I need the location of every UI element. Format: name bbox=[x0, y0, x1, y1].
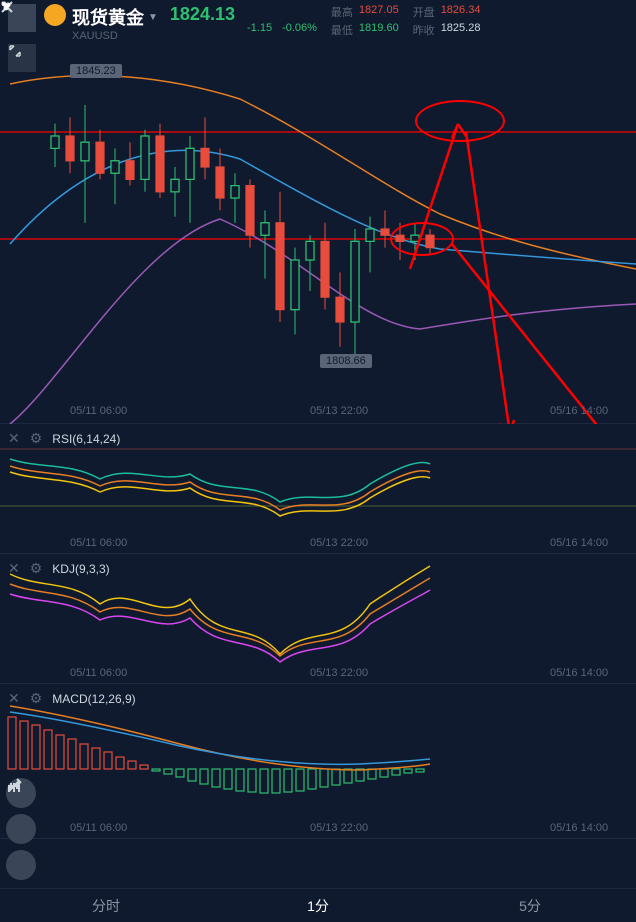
x-tick: 05/16 14:00 bbox=[550, 667, 608, 679]
macd-label: MACD(12,26,9) bbox=[52, 692, 135, 706]
last-price: 1824.13 bbox=[170, 4, 235, 25]
rsi-label: RSI(6,14,24) bbox=[52, 432, 120, 446]
annotation-ellipse-1 bbox=[415, 100, 505, 142]
header: 现货黄金 ▼ XAUUSD 1824.13 -1.15 -0.06% 最高 18… bbox=[0, 0, 636, 44]
high-value: 1827.05 bbox=[359, 4, 399, 20]
main-chart-svg bbox=[0, 44, 636, 424]
ohlc-block: 最高 1827.05 最低 1819.60 bbox=[331, 4, 399, 38]
symbol-name[interactable]: 现货黄金 bbox=[72, 4, 144, 30]
open-value: 1826.34 bbox=[441, 4, 481, 20]
x-tick: 05/13 22:00 bbox=[310, 537, 368, 549]
timeframe-分时[interactable]: 分时 bbox=[0, 889, 212, 922]
x-tick: 05/13 22:00 bbox=[310, 822, 368, 834]
x-tick: 05/11 06:00 bbox=[70, 537, 127, 549]
prev-value: 1825.28 bbox=[441, 22, 481, 38]
macd-settings-icon[interactable]: ⚙ bbox=[30, 690, 43, 707]
macd-close-icon[interactable]: ✕ bbox=[8, 690, 20, 707]
rsi-settings-icon[interactable]: ⚙ bbox=[30, 430, 43, 447]
prev-label: 昨收 bbox=[413, 22, 435, 38]
x-tick: 05/16 14:00 bbox=[550, 405, 608, 417]
low-price-tag: 1808.66 bbox=[320, 354, 372, 368]
kdj-chart[interactable]: ✕ ⚙ KDJ(9,3,3) 05/11 06:00 05/13 22:00 05/… bbox=[0, 554, 636, 684]
x-tick: 05/13 22:00 bbox=[310, 667, 368, 679]
x-tick: 05/13 22:00 bbox=[310, 405, 368, 417]
kdj-settings-icon[interactable]: ⚙ bbox=[30, 560, 43, 577]
kdj-close-icon[interactable]: ✕ bbox=[8, 560, 20, 577]
change-pct: -0.06% bbox=[282, 22, 317, 34]
title-block: 现货黄金 ▼ XAUUSD bbox=[72, 4, 158, 42]
symbol-icon bbox=[44, 4, 66, 26]
draw-tool-button[interactable] bbox=[6, 814, 36, 844]
timeframe-1分[interactable]: 1分 bbox=[212, 889, 424, 922]
x-tick: 05/11 06:00 bbox=[70, 667, 127, 679]
macd-chart[interactable]: ✕ ⚙ MACD(12,26,9) 05/11 06:00 05/13 22:00… bbox=[0, 684, 636, 839]
rsi-chart[interactable]: ✕ ⚙ RSI(6,14,24) 05/11 06:00 05/13 22:00 0… bbox=[0, 424, 636, 554]
dropdown-icon[interactable]: ▼ bbox=[148, 12, 158, 23]
change-block: -1.15 -0.06% bbox=[247, 4, 317, 34]
ohlc-block-2: 开盘 1826.34 昨收 1825.28 bbox=[413, 4, 481, 38]
high-label: 最高 bbox=[331, 4, 353, 20]
low-label: 最低 bbox=[331, 22, 353, 38]
macd-svg bbox=[0, 684, 636, 839]
x-tick: 05/11 06:00 bbox=[70, 405, 127, 417]
change-abs: -1.15 bbox=[247, 22, 272, 34]
high-price-tag: 1845.23 bbox=[70, 64, 122, 78]
close-button[interactable] bbox=[8, 4, 36, 32]
x-tick: 05/16 14:00 bbox=[550, 822, 608, 834]
settings-tool-button[interactable] bbox=[6, 850, 36, 880]
timeframe-bar: 分时1分5分 bbox=[0, 888, 636, 922]
x-tick: 05/16 14:00 bbox=[550, 537, 608, 549]
x-tick: 05/11 06:00 bbox=[70, 822, 127, 834]
expand-button[interactable] bbox=[8, 44, 36, 72]
low-value: 1819.60 bbox=[359, 22, 399, 38]
kdj-label: KDJ(9,3,3) bbox=[52, 562, 109, 576]
symbol-code: XAUUSD bbox=[72, 30, 158, 42]
main-chart[interactable]: 1845.23 1808.66 05/11 06:00 05/13 22:00 05… bbox=[0, 44, 636, 424]
rsi-close-icon[interactable]: ✕ bbox=[8, 430, 20, 447]
open-label: 开盘 bbox=[413, 4, 435, 20]
annotation-ellipse-2 bbox=[390, 222, 454, 256]
side-tools bbox=[6, 778, 36, 880]
timeframe-5分[interactable]: 5分 bbox=[424, 889, 636, 922]
chart-area: 1845.23 1808.66 05/11 06:00 05/13 22:00 05… bbox=[0, 44, 636, 839]
